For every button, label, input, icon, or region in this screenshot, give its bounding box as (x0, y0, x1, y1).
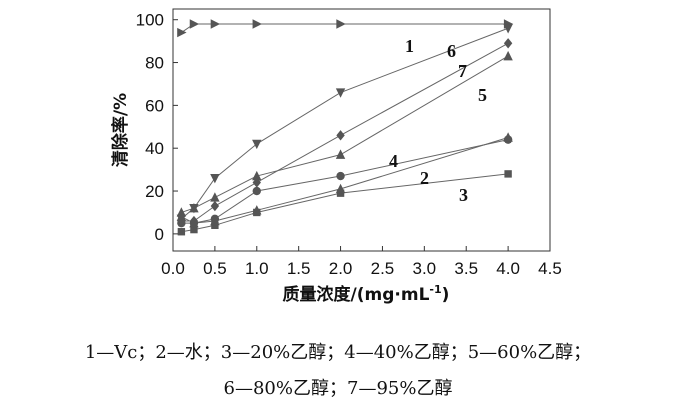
y-tick-label: 40 (145, 139, 164, 158)
series-label-1: 1 (405, 36, 414, 56)
x-tick-label: 1.0 (245, 259, 269, 278)
series-1-point (189, 19, 200, 29)
figure-caption-line-1: 1—Vc；2—水；3—20%乙醇；4—40%乙醇；5—60%乙醇； (84, 342, 592, 363)
series-6-point (210, 173, 220, 184)
series-4-point (210, 215, 220, 226)
series-5-point (503, 50, 513, 61)
y-tick-label: 60 (145, 96, 164, 115)
series-5-point (176, 207, 187, 217)
series-1-point (210, 19, 221, 29)
series-7-point (210, 200, 220, 212)
series-3-point (190, 225, 198, 234)
series-label-4: 4 (389, 151, 398, 171)
series-3-point (177, 228, 186, 236)
series-7-point (189, 215, 199, 227)
x-axis-title: 质量浓度/(mg·mL-1) (283, 283, 450, 305)
series-label-3: 3 (459, 185, 468, 205)
series-1-line (181, 23, 509, 33)
series-label-2: 2 (420, 168, 429, 188)
series-label-7: 7 (458, 61, 467, 81)
series-7-point (177, 215, 186, 227)
x-tick-label: 0.5 (203, 259, 227, 278)
series-7-point (503, 38, 513, 49)
series-5-point (252, 170, 262, 181)
x-tick-label: 2.0 (329, 259, 353, 278)
series-1-point (177, 27, 187, 38)
series-4-point (252, 205, 262, 215)
series-6-point (503, 24, 513, 34)
series-markers (176, 19, 514, 236)
series-1-point (336, 19, 346, 29)
series-7-point (336, 130, 345, 141)
series-4-point (335, 183, 346, 194)
scavenging-rate-chart: 0.0 0.5 1.0 1.5 2.0 2.5 3.0 3.5 4.0 4.5 0 20 40 60 80… (110, 8, 562, 305)
series-1-point (252, 19, 262, 29)
series-3-point (504, 170, 512, 178)
series-7-point (252, 177, 261, 188)
series-label-6: 6 (447, 41, 456, 61)
y-axis-title: 清除率/% (110, 93, 131, 167)
x-tick-label: 4.0 (496, 259, 520, 278)
y-axis-ticks: 0 20 40 60 80 100 (136, 11, 178, 244)
series-6-point (252, 139, 262, 150)
y-tick-label: 100 (136, 11, 164, 30)
series-3-point (211, 221, 219, 230)
x-tick-label: 3.0 (413, 259, 437, 278)
series-4-point (503, 132, 513, 142)
x-tick-label: 3.5 (454, 259, 478, 278)
figure-caption-line-2: 6—80%乙醇；7—95%乙醇 (223, 378, 453, 399)
x-tick-label: 1.5 (287, 259, 311, 278)
y-tick-label: 0 (155, 225, 164, 244)
series-2-point (252, 186, 261, 196)
y-tick-label: 20 (145, 182, 164, 201)
x-tick-label: 2.5 (371, 259, 395, 278)
x-tick-label: 4.5 (538, 259, 562, 278)
y-tick-label: 80 (145, 54, 164, 73)
series-label-5: 5 (478, 85, 487, 105)
series-3-point (336, 189, 345, 197)
series-2-point (336, 171, 345, 181)
x-tick-label: 0.0 (161, 259, 185, 278)
plot-area-frame (172, 8, 551, 252)
series-6-point (189, 203, 199, 214)
series-5-point (210, 192, 220, 202)
series-5-point (335, 149, 346, 159)
x-axis-ticks: 0.0 0.5 1.0 1.5 2.0 2.5 3.0 3.5 4.0 4.5 (161, 246, 562, 278)
series-6-point (335, 88, 346, 98)
